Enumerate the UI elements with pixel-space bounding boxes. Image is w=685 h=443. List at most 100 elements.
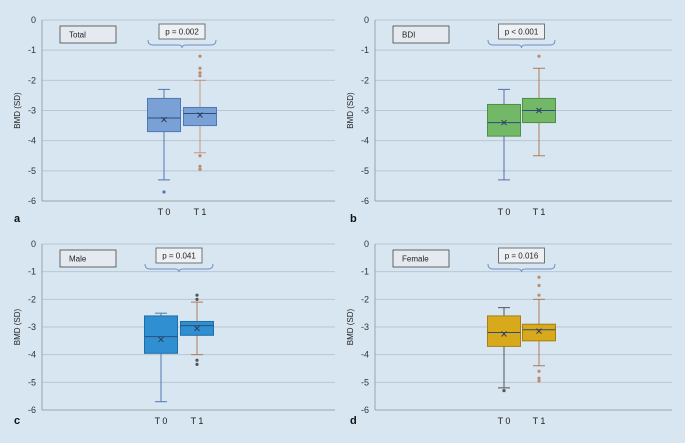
p-value-label: p = 0.041: [162, 252, 196, 261]
y-tick-label: -3: [28, 106, 36, 116]
y-tick-label: -6: [361, 405, 369, 415]
box-iqr: [144, 315, 178, 354]
mean-marker: [501, 331, 507, 337]
y-tick-label: -4: [28, 350, 36, 360]
box-t0: [147, 88, 181, 194]
y-axis-label: BMD (SD): [13, 92, 22, 129]
y-tick-label: -4: [361, 136, 369, 146]
mean-marker: [501, 119, 507, 126]
mean-marker: [536, 107, 542, 114]
x-category-label: T 0: [498, 416, 511, 426]
panel-title-box: [392, 25, 450, 44]
significance-bracket: [487, 39, 556, 49]
chart-panel-a: 0 -1 -2 -3 -4 -5 -6 BMD (SD) Total p = 0.002 T 0 T …: [13, 15, 335, 225]
outlier-point: [198, 54, 202, 58]
x-category-label: T 0: [155, 416, 168, 426]
panel-title: Male: [69, 255, 87, 264]
box-t1: [522, 275, 556, 383]
outlier-point: [537, 293, 541, 297]
y-tick-label: -5: [361, 166, 369, 176]
y-tick-label: -4: [28, 136, 36, 146]
p-value-box: [158, 23, 206, 40]
box-t0: [144, 312, 178, 403]
panel-title-box: [59, 25, 117, 44]
box-iqr: [522, 323, 556, 342]
chart-panel-c: 0 -1 -2 -3 -4 -5 -6 BMD (SD) Male p = 0.041 T 0 T 1…: [13, 239, 335, 427]
y-tick-label: -6: [28, 405, 36, 415]
y-tick-label: -1: [361, 267, 369, 277]
box-t0: [487, 88, 521, 181]
mean-marker: [197, 112, 203, 118]
y-tick-label: -2: [361, 75, 369, 85]
y-tick-label: -1: [361, 45, 369, 55]
y-tick-label: -2: [28, 294, 36, 304]
outlier-point: [195, 362, 199, 366]
x-category-label: T 1: [533, 207, 546, 217]
outlier-point: [537, 283, 541, 288]
outlier-point: [198, 154, 202, 158]
outlier-point: [198, 74, 202, 78]
y-tick-label: -6: [28, 196, 36, 206]
outlier-point: [537, 369, 541, 373]
x-category-label: T 0: [498, 207, 511, 217]
outlier-point: [198, 66, 202, 70]
y-tick-label: 0: [31, 239, 36, 249]
mean-marker: [536, 328, 542, 335]
panel-title-box: [392, 249, 450, 268]
box-t0: [487, 307, 521, 393]
outlier-point: [195, 297, 199, 301]
y-tick-label: -6: [361, 196, 369, 206]
y-axis-label: BMD (SD): [346, 308, 355, 345]
outlier-point: [198, 71, 202, 75]
p-value-box: [498, 247, 545, 264]
panel-letter: a: [14, 213, 21, 225]
box-t1: [522, 54, 556, 157]
outlier-point: [537, 379, 541, 383]
outlier-point: [198, 164, 202, 168]
y-tick-label: -2: [361, 294, 369, 304]
y-tick-label: -1: [28, 45, 36, 55]
panel-letter: b: [350, 213, 357, 225]
box-iqr: [487, 315, 521, 347]
chart-panel-b: 0 -1 -2 -3 -4 -5 -6 BMD (SD) BDI p < 0.001 T 0 T 1 b: [346, 15, 672, 225]
p-value-label: p = 0.002: [165, 28, 199, 37]
box-iqr: [147, 97, 181, 133]
significance-bracket: [147, 39, 217, 49]
y-axis-label: BMD (SD): [346, 92, 355, 129]
box-t1: [180, 293, 214, 366]
x-category-label: T 0: [158, 207, 171, 217]
outlier-point: [195, 293, 199, 297]
box-t1: [183, 54, 217, 171]
y-tick-label: -2: [28, 75, 36, 85]
x-category-label: T 1: [191, 416, 204, 426]
significance-bracket: [487, 263, 556, 273]
y-tick-label: -3: [361, 322, 369, 332]
y-tick-label: -5: [28, 377, 36, 387]
y-tick-label: -3: [28, 322, 36, 332]
panel-title: BDI: [402, 31, 415, 40]
y-tick-label: 0: [31, 15, 36, 25]
outlier-point: [162, 190, 166, 194]
y-tick-label: -1: [28, 267, 36, 277]
box-iqr: [183, 106, 217, 127]
outlier-point: [198, 167, 202, 171]
mean-marker: [194, 325, 200, 332]
y-tick-label: -4: [361, 350, 369, 360]
panel-title: Female: [402, 255, 429, 264]
panel-title: Total: [69, 31, 86, 40]
panel-title-box: [59, 249, 117, 268]
panel-letter: c: [14, 415, 20, 427]
y-tick-label: -5: [28, 166, 36, 176]
p-value-box: [498, 23, 545, 40]
mean-marker: [161, 116, 167, 123]
x-category-label: T 1: [194, 207, 207, 217]
p-value-box: [155, 247, 203, 264]
y-tick-label: -5: [361, 377, 369, 387]
y-tick-label: -3: [361, 106, 369, 116]
chart-panel-d: 0 -1 -2 -3 -4 -5 -6 BMD (SD) Female p = 0.016 T 0 T…: [346, 239, 672, 427]
x-category-label: T 1: [533, 416, 546, 426]
significance-bracket: [144, 263, 214, 273]
outlier-point: [195, 358, 199, 362]
y-tick-label: 0: [364, 239, 369, 249]
